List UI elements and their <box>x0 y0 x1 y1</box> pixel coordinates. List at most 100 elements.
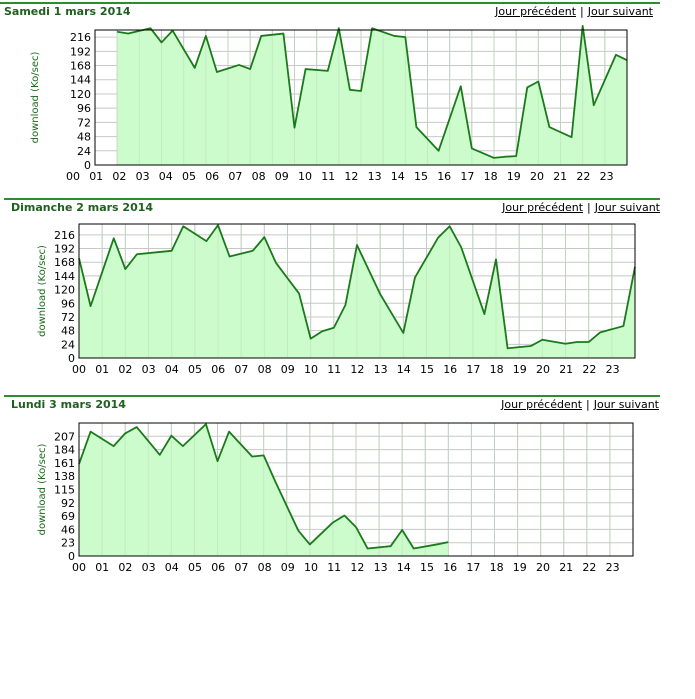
chart-panel-1: Samedi 1 mars 2014 Jour précédent | Jour su… <box>0 0 695 196</box>
x-tick-label: 05 <box>182 170 196 183</box>
data-point <box>333 327 335 329</box>
x-tick-label: 14 <box>391 170 405 183</box>
series-line <box>78 224 636 350</box>
data-point <box>483 313 485 315</box>
x-tick-label: 01 <box>95 363 109 376</box>
x-tick-label: 03 <box>136 170 150 183</box>
x-tick-label: 01 <box>89 170 103 183</box>
y-tick-label: 24 <box>61 338 75 351</box>
y-tick-label: 96 <box>77 102 91 115</box>
y-tick-label: 96 <box>61 297 75 310</box>
data-point <box>565 343 567 345</box>
data-point <box>447 541 449 543</box>
data-point <box>332 521 334 523</box>
y-tick-label: 168 <box>54 256 75 269</box>
data-point <box>344 304 346 306</box>
plot-frame <box>78 422 634 557</box>
data-point <box>393 35 395 37</box>
x-tick-label: 11 <box>321 170 335 183</box>
next-day-link[interactable]: Jour suivant <box>594 201 660 214</box>
data-point <box>294 127 296 129</box>
previous-day-link[interactable]: Jour précédent <box>495 5 577 18</box>
data-point <box>90 431 92 433</box>
x-tick-label: 04 <box>165 561 179 574</box>
data-point <box>588 341 590 343</box>
data-point <box>548 126 550 128</box>
x-tick-label: 06 <box>211 561 225 574</box>
data-point <box>228 431 230 433</box>
x-tick-label: 23 <box>606 561 620 574</box>
data-point <box>414 277 416 279</box>
x-tick-label: 16 <box>437 170 451 183</box>
next-day-link[interactable]: Jour suivant <box>587 5 653 18</box>
x-tick-label: 12 <box>350 561 364 574</box>
data-point <box>622 325 624 327</box>
y-tick-label: 192 <box>70 45 91 58</box>
y-tick-label: 23 <box>61 537 75 550</box>
header-rule <box>0 2 660 4</box>
x-tick-label: 07 <box>228 170 242 183</box>
data-point <box>90 305 92 307</box>
x-tick-label: 10 <box>298 170 312 183</box>
data-point <box>260 35 262 37</box>
data-point <box>263 236 265 238</box>
data-point <box>124 268 126 270</box>
data-point <box>249 68 251 70</box>
data-point <box>297 530 299 532</box>
chart-title: Samedi 1 mars 2014 <box>4 5 131 18</box>
data-point <box>274 480 276 482</box>
x-tick-label: 09 <box>281 363 295 376</box>
x-tick-label: 08 <box>252 170 266 183</box>
y-tick-label: 120 <box>54 284 75 297</box>
x-tick-label: 19 <box>507 170 521 183</box>
x-tick-label: 09 <box>281 561 295 574</box>
x-tick-label: 23 <box>606 363 620 376</box>
x-tick-label: 11 <box>327 363 341 376</box>
data-point <box>217 460 219 462</box>
x-tick-label: 08 <box>258 363 272 376</box>
x-tick-label: 02 <box>118 561 132 574</box>
data-point <box>113 237 115 239</box>
data-point <box>504 156 506 158</box>
x-tick-label: 07 <box>234 561 248 574</box>
data-point <box>309 543 311 545</box>
previous-day-link[interactable]: Jour précédent <box>501 398 583 411</box>
y-tick-label: 0 <box>84 159 91 172</box>
x-tick-label: 18 <box>490 363 504 376</box>
y-tick-label: 161 <box>54 457 75 470</box>
x-tick-label: 16 <box>443 561 457 574</box>
day-navigation: Jour précédent | Jour suivant <box>502 201 660 214</box>
x-tick-label: 15 <box>420 561 434 574</box>
next-day-link[interactable]: Jour suivant <box>593 398 659 411</box>
y-tick-label: 48 <box>77 131 91 144</box>
x-tick-label: 17 <box>466 363 480 376</box>
data-point <box>252 250 254 252</box>
previous-day-link[interactable]: Jour précédent <box>502 201 584 214</box>
x-tick-label: 00 <box>72 363 86 376</box>
y-tick-label: 46 <box>61 523 75 536</box>
x-tick-label: 06 <box>211 363 225 376</box>
nav-separator: | <box>580 5 584 18</box>
nav-separator: | <box>587 201 591 214</box>
y-tick-label: 120 <box>70 88 91 101</box>
data-point <box>460 246 462 248</box>
x-tick-label: 14 <box>397 363 411 376</box>
x-tick-label: 06 <box>205 170 219 183</box>
data-point <box>275 262 277 264</box>
x-tick-label: 01 <box>95 561 109 574</box>
x-tick-label: 17 <box>460 170 474 183</box>
x-tick-label: 02 <box>112 170 126 183</box>
chart-panel-3: Lundi 3 mars 2014 Jour précédent | Jour sui… <box>0 393 695 589</box>
y-tick-label: 216 <box>70 31 91 44</box>
data-point <box>413 547 415 549</box>
data-point <box>343 515 345 517</box>
y-tick-label: 0 <box>68 550 75 563</box>
y-tick-label: 48 <box>61 325 75 338</box>
data-point <box>263 454 265 456</box>
y-tick-label: 72 <box>61 311 75 324</box>
y-tick-label: 138 <box>54 470 75 483</box>
y-tick-label: 0 <box>68 352 75 365</box>
data-point <box>310 338 312 340</box>
data-point <box>437 237 439 239</box>
